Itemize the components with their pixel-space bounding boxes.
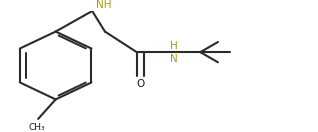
Text: H: H	[170, 41, 178, 51]
Text: O: O	[136, 79, 144, 89]
Text: NH: NH	[96, 0, 112, 10]
Text: N: N	[170, 54, 178, 64]
Text: CH₃: CH₃	[28, 123, 45, 132]
